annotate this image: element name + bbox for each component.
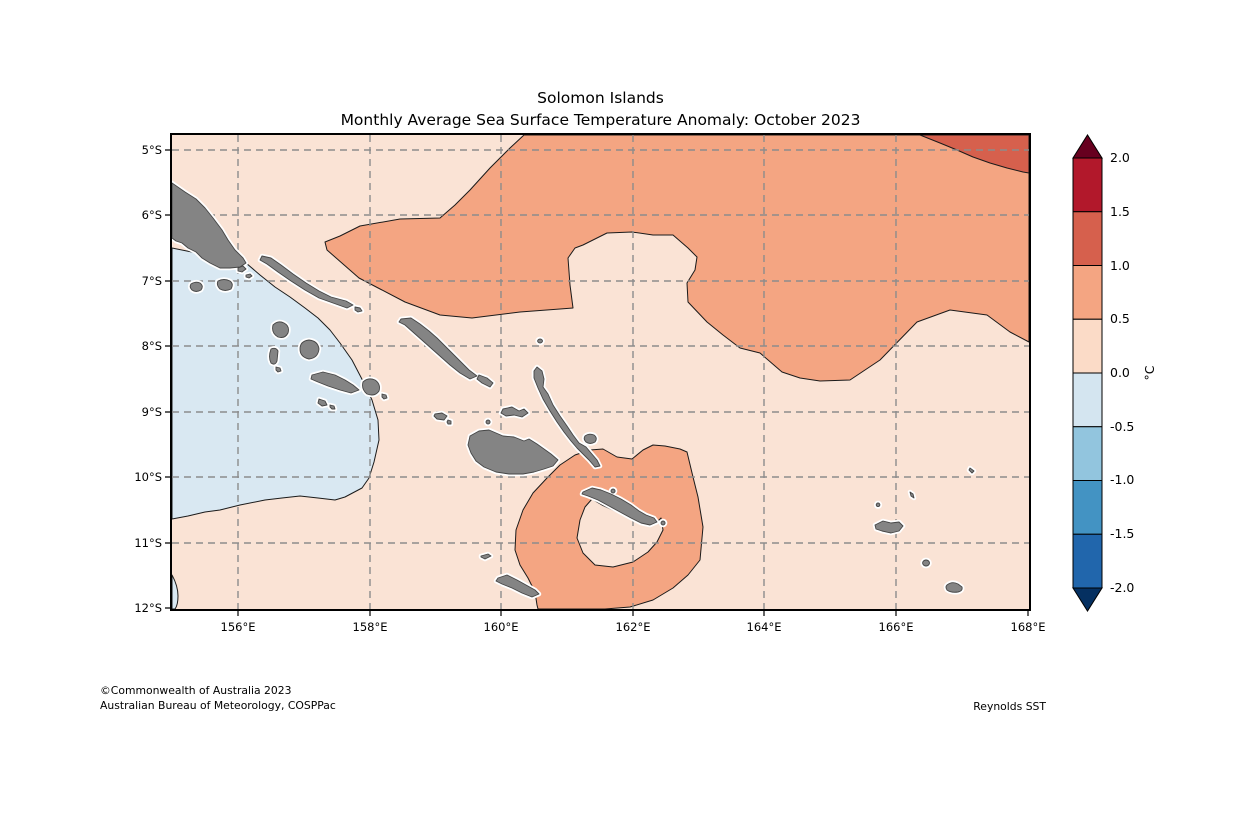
axis-tick-marks <box>165 149 1029 616</box>
lon-tick-label-162e: 162°E <box>615 620 651 634</box>
colorbar-segment-neg20-neg15 <box>1072 533 1103 589</box>
colorbar-tick-00: 0.0 <box>1110 365 1130 380</box>
colorbar-segment-neg05-00 <box>1072 372 1103 428</box>
colorbar-tick-neg05: -0.5 <box>1110 419 1135 434</box>
sea-region-sw-corner-sliver <box>172 574 179 609</box>
chart-title: Solomon Islands Monthly Average Sea Surf… <box>172 87 1029 131</box>
colorbar-tick-15: 1.5 <box>1110 204 1130 219</box>
lat-tick-label-8s: 8°S <box>141 339 162 353</box>
lon-tick-label-164e: 164°E <box>746 620 782 634</box>
lat-tick-label-7s: 7°S <box>141 274 162 288</box>
chart-title-line2: Monthly Average Sea Surface Temperature … <box>340 111 861 129</box>
lon-tick-label-160e: 160°E <box>483 620 519 634</box>
colorbar-tick-05: 0.5 <box>1110 311 1130 326</box>
sea-region-corner-1-to-15 <box>919 135 1029 174</box>
lon-tick-label-156e: 156°E <box>220 620 256 634</box>
chart-title-line1: Solomon Islands <box>537 89 664 107</box>
colorbar-tick-neg20: -2.0 <box>1110 580 1135 595</box>
lat-tick-label-6s: 6°S <box>141 208 162 222</box>
lat-tick-label-9s: 9°S <box>141 405 162 419</box>
lon-tick-label-168e: 168°E <box>1010 620 1046 634</box>
colorbar-segment-00-05 <box>1072 318 1103 374</box>
lat-tick-label-11s: 11°S <box>134 536 162 550</box>
lat-tick-label-10s: 10°S <box>134 470 162 484</box>
copyright-line2: Australian Bureau of Meteorology, COSPPa… <box>100 699 336 712</box>
colorbar-arrow-top <box>1072 134 1103 159</box>
colorbar-tick-neg15: -1.5 <box>1110 526 1135 541</box>
colorbar-unit-label: °C <box>1142 365 1157 381</box>
sea-region-west-neg05-to-0 <box>172 247 380 520</box>
colorbar-tick-10: 1.0 <box>1110 258 1130 273</box>
lon-tick-label-158e: 158°E <box>352 620 388 634</box>
colorbar-segment-10-15 <box>1072 211 1103 266</box>
colorbar-segment-15-20 <box>1072 157 1103 213</box>
copyright-attribution: ©Commonwealth of Australia 2023 Australi… <box>100 683 336 713</box>
colorbar-tick-20: 2.0 <box>1110 150 1130 165</box>
colorbar-segment-neg10-neg05 <box>1072 426 1103 481</box>
colorbar-tick-neg10: -1.0 <box>1110 472 1135 487</box>
islands-solomon-archipelago <box>172 182 975 598</box>
data-source-label: Reynolds SST <box>973 700 1046 713</box>
colorbar-segment-05-10 <box>1072 265 1103 320</box>
copyright-line1: ©Commonwealth of Australia 2023 <box>100 684 292 697</box>
lat-tick-label-12s: 12°S <box>134 601 162 615</box>
lat-tick-label-5s: 5°S <box>141 143 162 157</box>
lon-tick-label-166e: 166°E <box>878 620 914 634</box>
colorbar <box>1072 134 1103 612</box>
colorbar-arrow-bottom <box>1072 587 1103 612</box>
map-border <box>170 133 1031 611</box>
colorbar-segment-neg15-neg10 <box>1072 480 1103 535</box>
